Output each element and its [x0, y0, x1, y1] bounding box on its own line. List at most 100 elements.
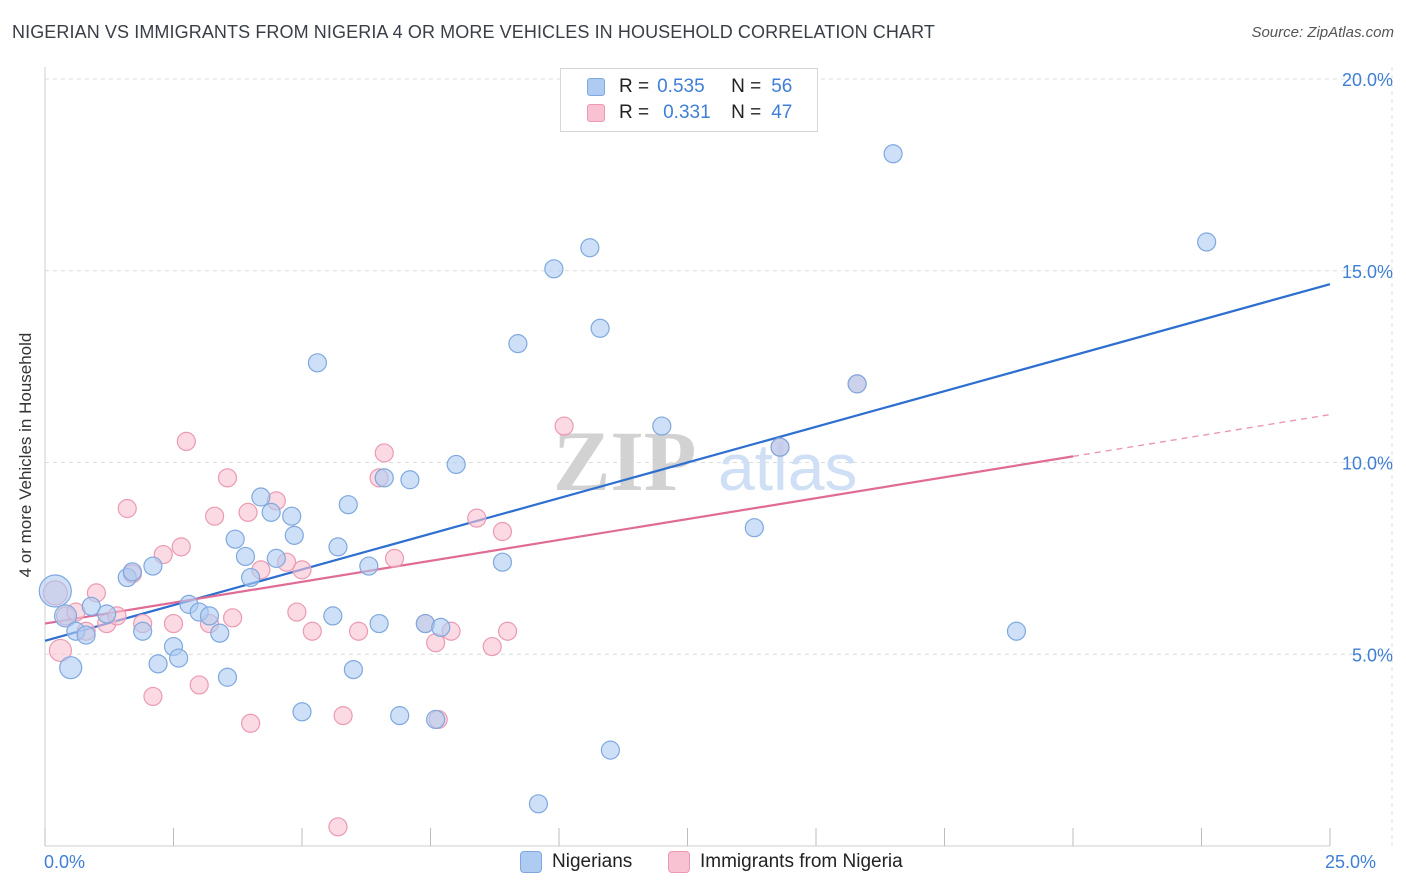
watermark-atlas: atlas: [718, 430, 857, 504]
point-immigrants: [48, 638, 73, 663]
point-nigerians: [508, 334, 528, 354]
point-nigerians: [528, 794, 549, 814]
point-nigerians: [133, 621, 153, 641]
point-immigrants: [217, 468, 238, 488]
point-nigerians: [282, 506, 302, 526]
point-immigrants: [467, 508, 487, 528]
point-nigerians: [770, 437, 790, 457]
point-nigerians: [148, 654, 168, 674]
chart-title: NIGERIAN VS IMMIGRANTS FROM NIGERIA 4 OR…: [12, 22, 935, 42]
point-nigerians: [343, 659, 363, 680]
point-nigerians: [76, 625, 96, 645]
point-immigrants: [117, 498, 137, 519]
point-nigerians: [390, 706, 410, 726]
point-immigrants: [143, 686, 163, 707]
point-nigerians: [143, 556, 163, 576]
point-immigrants: [287, 602, 307, 622]
point-nigerians: [323, 606, 343, 626]
point-nigerians: [600, 740, 621, 760]
source-note: Source: ZipAtlas.com: [1251, 24, 1394, 41]
point-nigerians: [369, 613, 389, 634]
point-nigerians: [1006, 621, 1027, 641]
point-nigerians: [338, 495, 358, 515]
point-nigerians: [544, 259, 564, 279]
point-immigrants: [189, 675, 209, 695]
legend-r-label: R =: [619, 102, 650, 123]
point-nigerians: [652, 416, 672, 436]
point-nigerians: [292, 702, 312, 722]
point-nigerians: [426, 709, 446, 730]
bottom-legend-nigerians[interactable]: Nigerians: [520, 851, 632, 873]
point-immigrants: [238, 502, 258, 522]
point-immigrants: [176, 431, 196, 452]
y-axis-label: 4 or more Vehicles in Household: [16, 332, 35, 578]
point-nigerians: [431, 617, 451, 638]
point-nigerians: [241, 567, 261, 588]
point-immigrants: [163, 613, 184, 634]
point-nigerians: [81, 596, 101, 616]
point-immigrants: [348, 621, 369, 641]
y-tick-labels: 5.0% 10.0% 15.0% 20.0%: [1342, 70, 1393, 665]
legend-n-label: N =: [731, 102, 762, 123]
point-nigerians: [580, 238, 600, 258]
point-nigerians: [284, 525, 304, 545]
bottom-legend-label-immigrants: Immigrants from Nigeria: [700, 851, 903, 872]
point-immigrants: [498, 621, 518, 641]
x-axis-min-label: 0.0%: [44, 852, 86, 872]
point-nigerians: [169, 648, 189, 668]
point-immigrants: [492, 521, 513, 542]
point-immigrants: [292, 560, 312, 580]
legend-n-value-nigerians: 56: [771, 76, 793, 97]
point-nigerians: [328, 537, 348, 557]
point-nigerians: [217, 667, 238, 687]
point-nigerians: [210, 623, 230, 643]
point-nigerians: [400, 470, 420, 490]
legend-row-nigerians: R = 0.535 N = 56: [587, 75, 792, 99]
point-nigerians: [38, 574, 72, 608]
x-axis-max-label: 25.0%: [1325, 852, 1377, 872]
point-immigrants: [241, 713, 261, 733]
point-immigrants: [205, 506, 225, 526]
bottom-legend-swatch-nigerians: [520, 851, 542, 873]
point-nigerians: [59, 656, 83, 680]
axes: [44, 67, 1331, 847]
trend-line-immigrants: [44, 455, 1074, 625]
point-immigrants: [374, 443, 394, 463]
point-immigrants: [223, 608, 243, 628]
point-nigerians: [847, 374, 867, 394]
y-tick-label: 20.0%: [1342, 70, 1393, 90]
point-nigerians: [492, 552, 513, 572]
bottom-legend-label-nigerians: Nigerians: [552, 851, 633, 872]
point-nigerians: [235, 546, 256, 567]
data-points: [38, 144, 1217, 837]
point-nigerians: [53, 604, 78, 628]
bottom-legend-swatch-immigrants: [668, 851, 690, 873]
point-nigerians: [1197, 232, 1217, 252]
gridlines: [45, 67, 1393, 846]
point-immigrants: [482, 636, 502, 657]
point-immigrants: [384, 548, 405, 568]
point-nigerians: [225, 529, 245, 549]
legend-r-value-nigerians: 0.535: [657, 76, 705, 97]
point-nigerians: [883, 144, 903, 164]
point-nigerians: [359, 556, 379, 576]
point-nigerians: [590, 318, 610, 338]
legend-r-label: R =: [619, 76, 650, 97]
y-tick-label: 10.0%: [1342, 454, 1393, 474]
point-immigrants: [333, 706, 353, 726]
point-nigerians: [261, 502, 281, 522]
point-nigerians: [744, 518, 764, 538]
point-nigerians: [307, 353, 328, 373]
correlation-legend: R = 0.535 N = 56 R = 0.331 N = 47: [560, 68, 818, 132]
bottom-legend-immigrants[interactable]: Immigrants from Nigeria: [668, 851, 903, 873]
legend-n-value-immigrants: 47: [771, 102, 793, 123]
trend-line-extension: [1072, 413, 1331, 458]
legend-swatch-nigerians: [587, 78, 605, 96]
legend-row-immigrants: R = 0.331 N = 47: [587, 101, 792, 125]
y-tick-label: 5.0%: [1352, 645, 1393, 665]
point-nigerians: [97, 604, 117, 624]
point-nigerians: [266, 548, 286, 568]
point-nigerians: [374, 468, 394, 488]
point-immigrants: [171, 537, 191, 557]
